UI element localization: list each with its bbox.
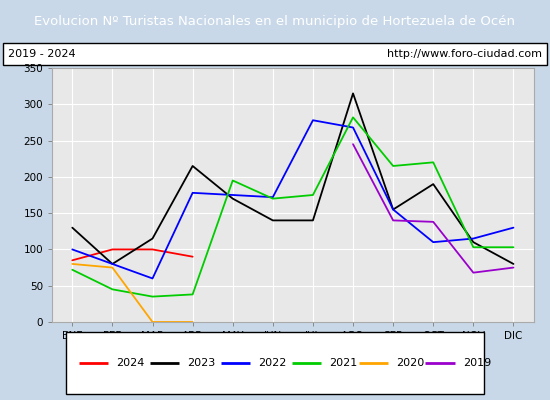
Text: http://www.foro-ciudad.com: http://www.foro-ciudad.com	[387, 49, 542, 59]
Text: 2019 - 2024: 2019 - 2024	[8, 49, 76, 59]
Text: Evolucion Nº Turistas Nacionales en el municipio de Hortezuela de Océn: Evolucion Nº Turistas Nacionales en el m…	[35, 14, 515, 28]
Text: 2021: 2021	[329, 358, 358, 368]
Text: 2023: 2023	[187, 358, 216, 368]
Text: 2019: 2019	[463, 358, 491, 368]
Text: 2022: 2022	[258, 358, 287, 368]
Text: 2024: 2024	[116, 358, 145, 368]
Text: 2020: 2020	[396, 358, 425, 368]
